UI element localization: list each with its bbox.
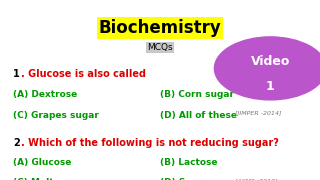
Text: (D) Sucrose: (D) Sucrose	[160, 178, 220, 180]
Text: Biochemistry: Biochemistry	[99, 19, 221, 37]
Text: 2: 2	[13, 138, 20, 148]
Text: MCQs: MCQs	[147, 43, 173, 52]
Text: (C) Grapes sugar: (C) Grapes sugar	[13, 111, 99, 120]
Text: [AIIMS -2010]: [AIIMS -2010]	[235, 178, 278, 180]
Text: (D) All of these: (D) All of these	[160, 111, 237, 120]
Text: (A) Dextrose: (A) Dextrose	[13, 90, 77, 99]
Text: . Which of the following is not reducing sugar?: . Which of the following is not reducing…	[21, 138, 279, 148]
Text: 1: 1	[266, 80, 275, 93]
Text: . Glucose is also called: . Glucose is also called	[21, 69, 146, 79]
Text: Video: Video	[251, 55, 290, 68]
Text: 1: 1	[13, 69, 20, 79]
Text: (B) Corn sugar: (B) Corn sugar	[160, 90, 234, 99]
Text: [JIMPER -2014]: [JIMPER -2014]	[235, 111, 282, 116]
Text: (B) Lactose: (B) Lactose	[160, 158, 218, 167]
Text: (A) Glucose: (A) Glucose	[13, 158, 71, 167]
Text: (C) Maltose: (C) Maltose	[13, 178, 71, 180]
